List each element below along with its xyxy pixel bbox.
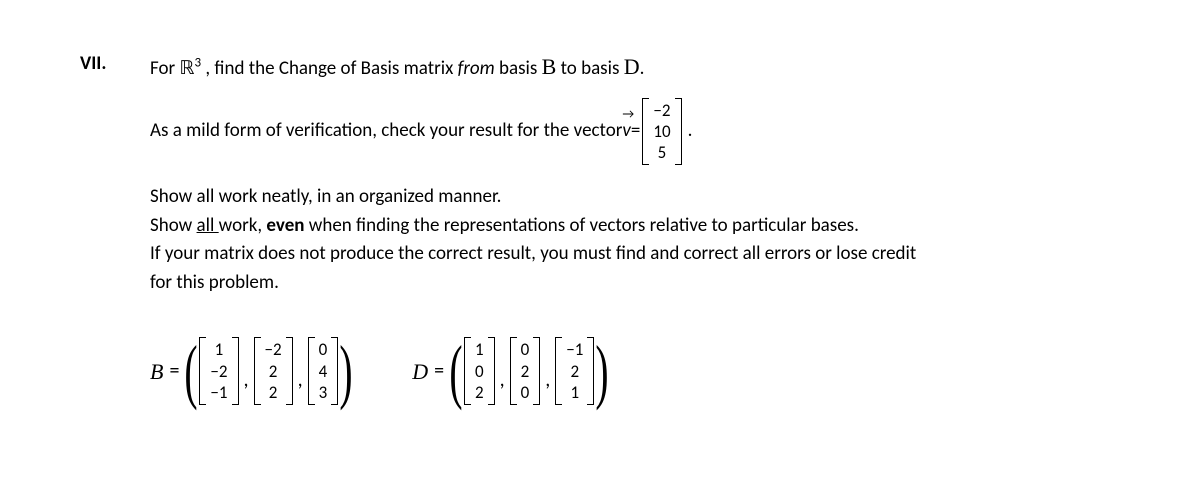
text-fragment: basis [495,57,542,80]
problem-block: VII. For ℝ 3 , find the Change of Basis m… [80,50,1140,405]
B-vec-1: 1 −2 −1 [199,337,238,405]
all-underlined: all [197,214,219,237]
text-fragment: to basis [556,57,623,80]
matrix-cell: 0 [521,382,530,403]
paren-left: ( [185,346,198,396]
text-fragment: work, [219,214,267,237]
matrix-cell: 1 [210,339,227,360]
vector-column: 0 4 3 [315,337,332,405]
prompt-line-2: As a mild form of verification, check yo… [150,98,1140,166]
real-symbol: ℝ [179,58,194,79]
from-italic: from [458,57,495,80]
B-label: B [150,355,163,388]
bracket-right [286,337,293,405]
comma: , [298,365,303,405]
vector-column: −2 2 2 [261,337,286,405]
D-label: D [412,355,428,388]
text-fragment: when finding the representations of vect… [304,214,858,237]
bracket-left [642,98,649,166]
matrix-cell: 3 [319,382,328,403]
matrix-cell: 2 [566,361,583,382]
matrix-cell: 1 [475,339,484,360]
problem-number: VII. [80,50,150,75]
problem-content: For ℝ 3 , find the Change of Basis matrix… [150,50,1140,405]
bracket-right [533,337,540,405]
bracket-right [331,337,338,405]
prompt-line-1: For ℝ3 , find the Change of Basis matrix… [150,50,1140,84]
text-fragment: For [150,57,179,80]
instruction-line-4: Show all work, even when finding the rep… [150,212,1140,241]
basis-B-script: B [542,54,557,79]
text-fragment: As a mild form of verification, check yo… [150,117,622,146]
vector-column: 1 −2 −1 [206,337,231,405]
matrix-cell: 1 [566,382,583,403]
matrix-cell: 0 [521,339,530,360]
matrix-cell: 4 [319,361,328,382]
basis-definitions: B = ( 1 −2 −1 , −2 2 2 [150,337,1140,405]
matrix-cell: −2 [265,339,282,360]
instruction-line-3: Show all work neatly, in an organized ma… [150,183,1140,212]
bracket-left [464,337,471,405]
bracket-left [555,337,562,405]
D-vec-1: 1 0 2 [464,337,495,405]
equals: = [434,356,444,386]
bracket-left [308,337,315,405]
bracket-left [254,337,261,405]
bracket-left [199,337,206,405]
comma: , [500,365,505,405]
period: . [688,117,693,146]
matrix-cell: 5 [653,142,670,163]
paren-right: ) [596,346,609,396]
matrix-cell: 0 [319,339,328,360]
B-vec-3: 0 4 3 [308,337,339,405]
equals: = [169,356,179,386]
instruction-line-6: for this problem. [150,269,1140,298]
comma: , [545,365,550,405]
vector-column: −1 2 1 [562,337,587,405]
vector-v-symbol: v [622,117,630,146]
text-fragment: Show [150,214,197,237]
vector-column: −2 10 5 [649,98,674,166]
bracket-left [510,337,517,405]
matrix-cell: 10 [653,121,670,142]
paren-left: ( [449,346,462,396]
matrix-cell: 2 [265,361,282,382]
text-fragment: . [640,57,645,80]
matrix-cell: −2 [653,100,670,121]
vector-column: 0 2 0 [517,337,534,405]
matrix-cell: 2 [475,382,484,403]
matrix-cell: 2 [521,361,530,382]
comma: , [244,365,249,405]
bracket-right [675,98,682,166]
matrix-cell: −2 [210,361,227,382]
instruction-line-5: If your matrix does not produce the corr… [150,240,1140,269]
bracket-right [587,337,594,405]
matrix-cell: −1 [210,382,227,403]
text-fragment: , find the Change of Basis matrix [201,57,458,80]
vector-v-value: −2 10 5 [642,98,681,166]
paren-right: ) [340,346,353,396]
bracket-right [232,337,239,405]
D-vec-2: 0 2 0 [510,337,541,405]
even-bold: even [266,214,304,237]
D-vec-3: −1 2 1 [555,337,594,405]
matrix-cell: 0 [475,361,484,382]
matrix-cell: −1 [566,339,583,360]
B-vec-2: −2 2 2 [254,337,293,405]
bracket-right [488,337,495,405]
basis-D-script: D [624,54,640,79]
matrix-cell: 2 [265,382,282,403]
vector-column: 1 0 2 [471,337,488,405]
